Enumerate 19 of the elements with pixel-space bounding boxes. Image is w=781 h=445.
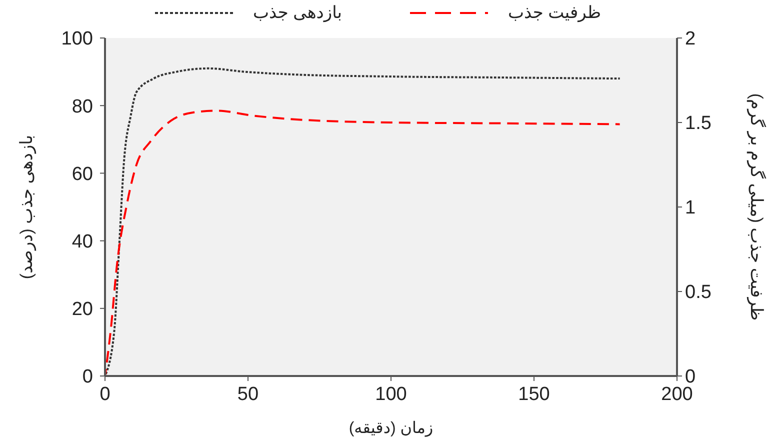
legend-label: ظرفیت جذب (508, 3, 602, 23)
y-tick-label: 0 (82, 366, 93, 388)
x-tick-label: 0 (100, 384, 110, 405)
y2-tick-label: 2 (685, 28, 696, 50)
y2-tick-label: 1 (685, 198, 696, 219)
x-tick-label: 150 (518, 384, 550, 405)
y2-tick-label: 0.5 (685, 282, 712, 304)
y-tick-label: 60 (72, 164, 93, 185)
y-tick-label: 40 (72, 231, 93, 252)
x-tick-label: 50 (237, 384, 259, 405)
legend-label: بازدهی جذب (253, 3, 342, 23)
x-axis-title: زمان (دقیقه) (348, 420, 434, 437)
y2-axis-title: ظرفیت جذب (میلی گرم بر گرم) (746, 93, 767, 321)
y-tick-label: 100 (61, 28, 93, 50)
y-tick-label: 20 (72, 299, 93, 320)
y2-tick-label: 1.5 (685, 113, 712, 134)
x-tick-label: 100 (375, 384, 407, 405)
y-axis-title: بازدهی جذب (درصد) (17, 134, 37, 280)
y-tick-label: 80 (72, 96, 93, 118)
